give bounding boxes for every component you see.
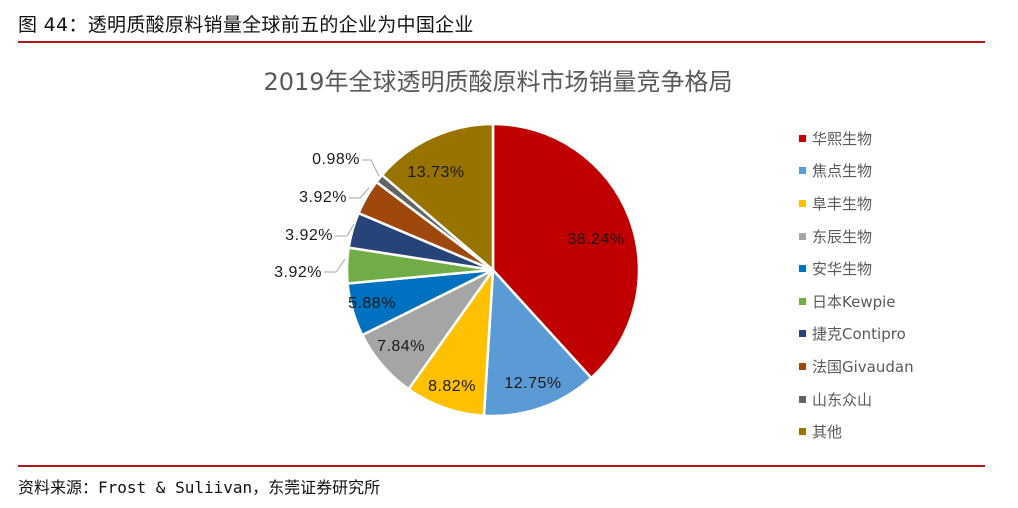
legend-label: 日本Kewpie [812, 292, 896, 311]
legend-item: 阜丰生物 [799, 187, 914, 220]
leader-line [349, 187, 370, 199]
legend-item: 安华生物 [799, 252, 914, 285]
pie-slice [380, 122, 495, 272]
data-label: 38.24% [567, 231, 624, 248]
legend-item: 山东众山 [799, 383, 914, 416]
legend-swatch-icon [799, 167, 806, 175]
legend-item: 华熙生物 [799, 122, 914, 155]
legend-label: 安华生物 [812, 260, 873, 279]
legend-swatch-icon [799, 297, 806, 305]
data-label: 7.84% [377, 338, 425, 355]
legend-label: 焦点生物 [812, 162, 873, 181]
legend-item: 日本Kewpie [799, 285, 914, 318]
legend-swatch-icon [799, 362, 806, 370]
leader-line [335, 223, 355, 237]
legend-label: 捷克Contipro [812, 325, 906, 344]
data-label: 3.92% [274, 264, 322, 281]
legend-swatch-icon [799, 199, 806, 207]
legend-swatch-icon [799, 232, 806, 240]
chart-title: 2019年全球透明质酸原料市场销量竞争格局 [0, 62, 1018, 97]
data-label: 3.92% [285, 227, 333, 244]
legend-label: 华熙生物 [812, 129, 873, 148]
data-label: 8.82% [428, 378, 476, 395]
legend-item: 捷克Contipro [799, 318, 914, 351]
legend-swatch-icon [799, 134, 806, 142]
legend-swatch-icon [799, 265, 806, 273]
data-label: 3.92% [299, 189, 347, 206]
data-label: 12.75% [504, 375, 561, 392]
chart-title-text: 2019年全球透明质酸原料市场销量竞争格局 [263, 68, 733, 96]
pie-slice [407, 268, 495, 417]
data-label: 5.88% [348, 295, 396, 312]
legend-label: 东辰生物 [812, 227, 873, 246]
source-divider [18, 465, 985, 467]
leader-line [362, 159, 380, 177]
legend-item: 其他 [799, 415, 914, 448]
figure-caption: 图 44：透明质酸原料销量全球前五的企业为中国企业 [18, 14, 474, 36]
caption-divider [18, 41, 985, 43]
legend-label: 其他 [812, 423, 843, 442]
leader-lines [324, 159, 380, 273]
source-note: 资料来源：Frost & Suliivan，东莞证券研究所 [18, 478, 381, 497]
legend-item: 东辰生物 [799, 220, 914, 253]
legend-swatch-icon [799, 330, 806, 338]
chart-legend: 华熙生物 焦点生物 阜丰生物 东辰生物 安华生物 日本Kewpie 捷克Cont… [799, 122, 914, 448]
pie-slice [482, 268, 593, 418]
legend-label: 山东众山 [812, 390, 873, 409]
legend-swatch-icon [799, 428, 806, 436]
data-label: 13.73% [407, 164, 464, 181]
legend-swatch-icon [799, 395, 806, 403]
legend-label: 阜丰生物 [812, 194, 873, 213]
pie-slice [491, 122, 641, 380]
legend-item: 焦点生物 [799, 155, 914, 188]
legend-label: 法国Givaudan [812, 357, 914, 376]
data-label: 0.98% [312, 151, 360, 168]
data-labels: 38.24% 12.75% 8.82% 7.84% 5.88% 3.92% 3.92% 3.9… [274, 151, 624, 395]
leader-line [324, 258, 346, 273]
legend-item: 法国Givaudan [799, 350, 914, 383]
pie-slices [345, 122, 641, 418]
